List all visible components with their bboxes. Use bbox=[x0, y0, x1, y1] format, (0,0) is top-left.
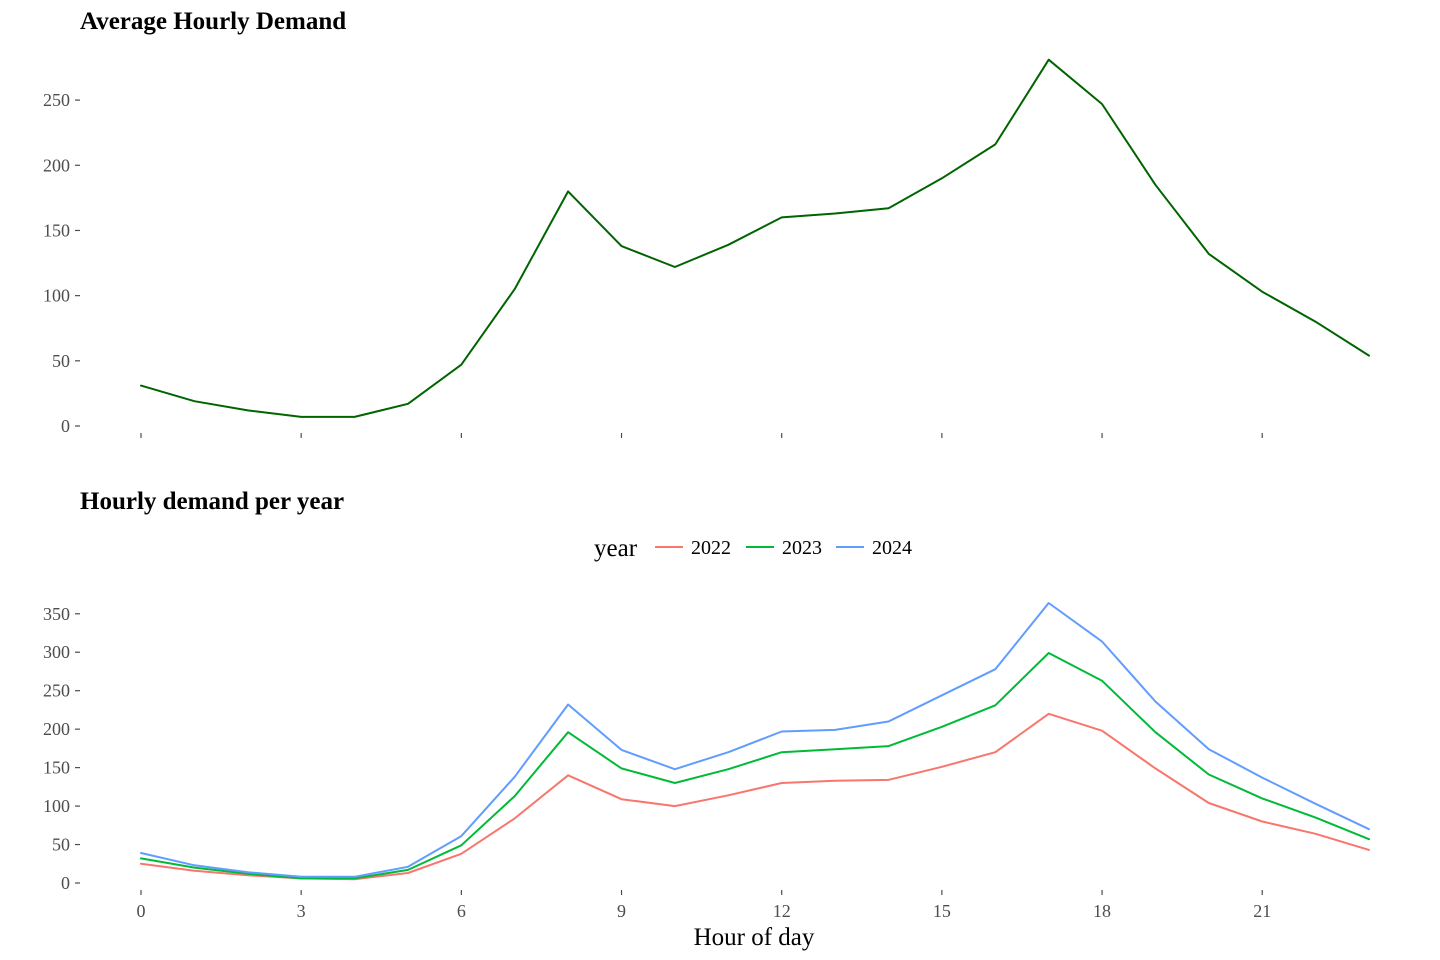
bottom-y-tick-label: 100 bbox=[43, 796, 70, 816]
legend-label-2024: 2024 bbox=[872, 537, 912, 559]
top-y-tick-label: 50 bbox=[52, 351, 70, 371]
bottom-panel-title: Hourly demand per year bbox=[80, 488, 344, 515]
top-y-tick-label: 200 bbox=[43, 155, 70, 175]
bottom-x-tick-label: 6 bbox=[457, 901, 466, 921]
x-axis-title: Hour of day bbox=[694, 924, 815, 951]
bottom-x-tick-label: 9 bbox=[617, 901, 626, 921]
bottom-x-tick-label: 21 bbox=[1253, 901, 1271, 921]
top-y-tick-label: 0 bbox=[61, 416, 70, 436]
bottom-series-line-2024 bbox=[140, 602, 1370, 878]
bottom-series-line-2022 bbox=[140, 712, 1370, 881]
bottom-y-tick-label: 200 bbox=[43, 719, 70, 739]
bottom-y-tick-label: 250 bbox=[43, 681, 70, 701]
legend-items: 2022 2023 2024 bbox=[655, 537, 912, 559]
bottom-series-group bbox=[140, 602, 1370, 881]
hourly-demand-per-year-panel: Hourly demand per year year 2022 2023 2024… bbox=[43, 488, 1370, 951]
top-y-tick-label: 100 bbox=[43, 286, 70, 306]
legend-label-2022: 2022 bbox=[691, 537, 731, 559]
top-panel-title: Average Hourly Demand bbox=[80, 8, 346, 35]
legend: year 2022 2023 2024 bbox=[594, 535, 912, 562]
bottom-series-line-2023 bbox=[140, 652, 1370, 880]
top-y-axis: 0 50 100 150 200 250 bbox=[43, 90, 80, 436]
bottom-y-tick-label: 350 bbox=[43, 604, 70, 624]
bottom-x-tick-label: 12 bbox=[773, 901, 791, 921]
top-y-tick-label: 250 bbox=[43, 90, 70, 110]
top-series-line bbox=[140, 58, 1370, 418]
average-hourly-demand-panel: Average Hourly Demand 0 50 100 150 200 250 bbox=[43, 8, 1370, 438]
bottom-y-tick-label: 0 bbox=[61, 873, 70, 893]
bottom-y-axis: 0 50 100 150 200 250 300 350 bbox=[43, 604, 80, 893]
bottom-y-tick-label: 300 bbox=[43, 642, 70, 662]
bottom-x-tick-label: 18 bbox=[1093, 901, 1111, 921]
top-series-group bbox=[140, 58, 1370, 418]
bottom-x-tick-label: 15 bbox=[933, 901, 951, 921]
top-y-tick-label: 150 bbox=[43, 220, 70, 240]
top-x-axis bbox=[140, 433, 1263, 438]
bottom-y-tick-label: 150 bbox=[43, 758, 70, 778]
bottom-x-axis: 0 3 6 9 12 15 18 21 bbox=[137, 890, 1271, 921]
bottom-y-tick-label: 50 bbox=[52, 835, 70, 855]
bottom-x-tick-label: 0 bbox=[137, 901, 146, 921]
legend-label-2023: 2023 bbox=[782, 537, 822, 559]
legend-title: year bbox=[594, 535, 638, 562]
bottom-x-tick-label: 3 bbox=[297, 901, 306, 921]
